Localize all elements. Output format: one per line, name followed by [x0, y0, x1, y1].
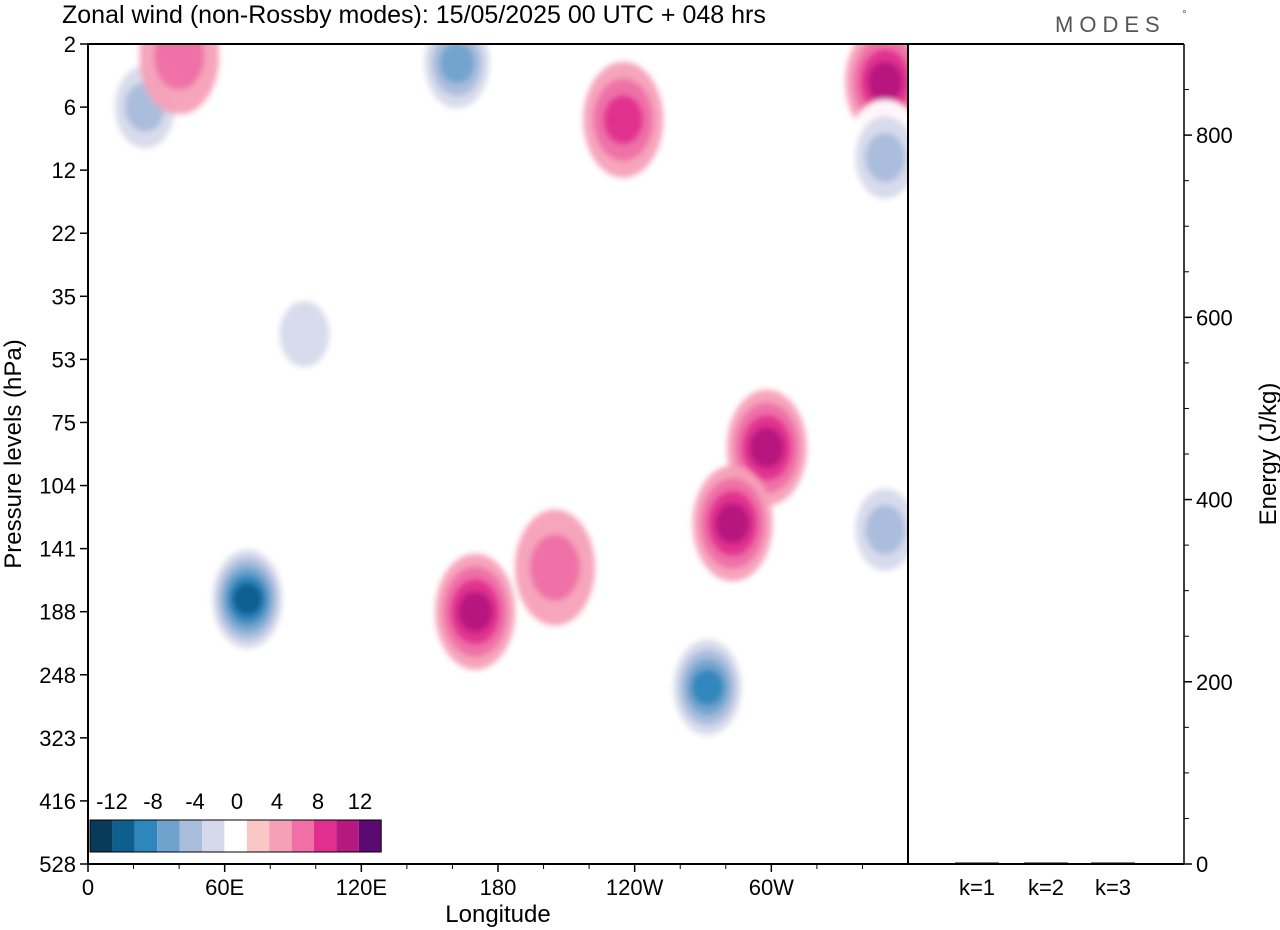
- energy-panel: 0 200 400 600 800 k=1 k=2 k=3 Energy (J/kg): [908, 43, 1280, 900]
- anomaly-band: [603, 95, 644, 145]
- anomaly-band: [867, 61, 903, 103]
- x-tick-label: 180: [480, 875, 517, 900]
- anomaly-band: [865, 132, 906, 183]
- colorbar-legend: -12 -8 -4 0 4 8 12: [89, 789, 382, 853]
- anomaly-band: [154, 44, 205, 90]
- colorbar-frame: [89, 819, 382, 853]
- energy-bar: [1091, 862, 1135, 864]
- energy-bars: [955, 862, 1135, 864]
- contour-field: [104, 44, 908, 746]
- colorbar-label: 8: [312, 789, 324, 814]
- colorbar-swatch: [202, 820, 225, 852]
- energy-axis-label: Energy (J/kg): [1255, 383, 1280, 526]
- y-tick-label: 416: [39, 789, 76, 814]
- energy-tick-label: 200: [1196, 670, 1233, 695]
- logo-mark: °: [1182, 7, 1187, 21]
- y-tick-label: 528: [39, 852, 76, 877]
- energy-bar: [1024, 862, 1068, 864]
- anomaly-band: [715, 502, 751, 544]
- chart-title: Zonal wind (non-Rossby modes): 15/05/202…: [62, 1, 766, 29]
- y-tick-label: 12: [52, 158, 76, 183]
- x-tick-label: 60W: [749, 875, 794, 900]
- colorbar-swatch: [246, 820, 270, 852]
- anomaly-band: [691, 669, 724, 706]
- anomaly-band: [232, 582, 263, 616]
- colorbar-swatch: [112, 820, 135, 852]
- y-tick-label: 104: [39, 474, 76, 499]
- y-tick-label: 53: [52, 347, 76, 372]
- energy-category-label: k=1: [959, 875, 995, 900]
- energy-categories: k=1 k=2 k=3: [959, 875, 1131, 900]
- colorbar-label: 0: [231, 789, 243, 814]
- energy-tick-label: 600: [1196, 305, 1233, 330]
- energy-category-label: k=3: [1095, 875, 1131, 900]
- y-tick-label: 141: [39, 537, 76, 562]
- x-tick-label: 0: [82, 875, 94, 900]
- anomaly-band: [529, 534, 580, 601]
- anomaly-band: [749, 427, 785, 469]
- anomaly-band: [865, 505, 906, 555]
- energy-tick-label: 0: [1196, 852, 1208, 877]
- energy-axis-ticks: 0 200 400 600 800: [1184, 89, 1233, 877]
- energy-bar: [955, 862, 999, 864]
- colorbar-swatch: [90, 820, 113, 852]
- colorbar-swatch: [269, 820, 292, 852]
- colorbar-swatch: [157, 820, 180, 852]
- colorbar-swatch: [291, 820, 314, 852]
- colorbar-swatch: [314, 820, 337, 852]
- y-tick-label: 2: [64, 32, 76, 57]
- colorbar-swatch: [224, 820, 247, 852]
- y-tick-label: 22: [52, 221, 76, 246]
- y-tick-label: 188: [39, 600, 76, 625]
- x-axis-label: Longitude: [445, 901, 550, 928]
- modes-logo: MODES °: [1055, 7, 1187, 37]
- y-tick-label: 323: [39, 726, 76, 751]
- x-tick-label: 120W: [606, 875, 664, 900]
- colorbar-swatch: [358, 820, 382, 852]
- y-tick-label: 6: [64, 95, 76, 120]
- anomaly-band: [457, 591, 493, 633]
- contour-bands: [104, 44, 908, 746]
- logo-text: MODES: [1055, 12, 1166, 37]
- energy-tick-label: 400: [1196, 488, 1233, 513]
- colorbar-label: -4: [185, 789, 205, 814]
- colorbar-label: -12: [96, 789, 128, 814]
- x-axis-ticks: 0 60E 120E 180 120W 60W: [82, 864, 863, 900]
- anomaly-band: [279, 301, 330, 368]
- colorbar-label: -8: [143, 789, 163, 814]
- colorbar-label: 12: [348, 789, 372, 814]
- colorbar-swatch: [179, 820, 202, 852]
- energy-tick-label: 800: [1196, 123, 1233, 148]
- y-tick-label: 248: [39, 663, 76, 688]
- y-axis-ticks: 2 6 12 22 35 53 75 104 141 188 248 323 416 528: [39, 32, 88, 877]
- energy-category-label: k=2: [1028, 875, 1064, 900]
- y-axis-label: Pressure levels (hPa): [0, 339, 27, 568]
- colorbar-swatch: [336, 820, 359, 852]
- colorbar-swatch: [134, 820, 158, 852]
- y-tick-label: 75: [52, 410, 76, 435]
- x-tick-label: 120E: [336, 875, 387, 900]
- x-tick-label: 60E: [205, 875, 244, 900]
- anomaly-band: [439, 44, 475, 84]
- colorbar-label: 4: [271, 789, 283, 814]
- y-tick-label: 35: [52, 284, 76, 309]
